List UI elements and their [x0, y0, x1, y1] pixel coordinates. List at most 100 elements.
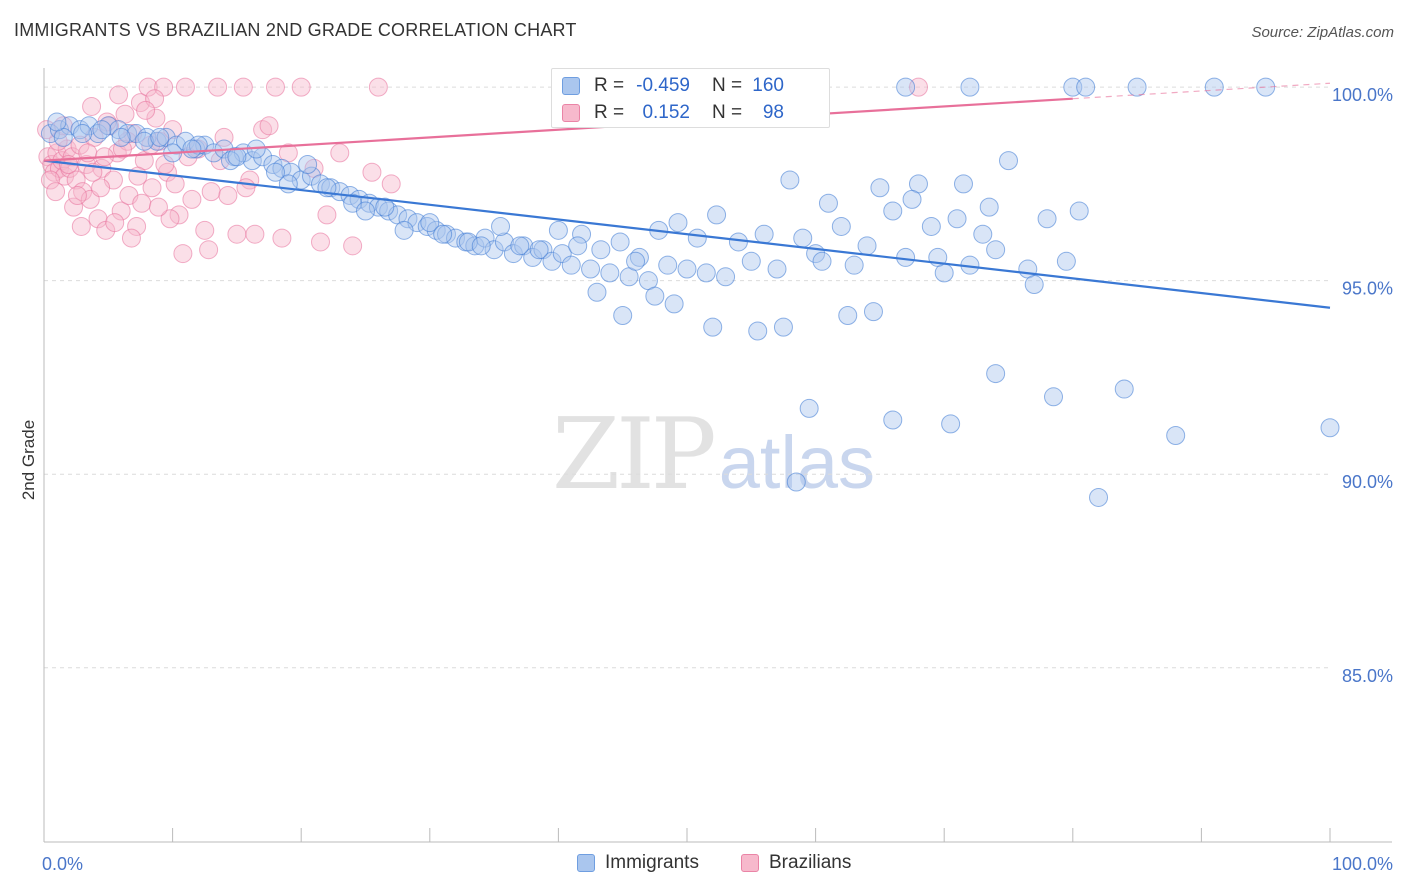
data-point	[71, 216, 91, 236]
data-point	[767, 259, 787, 279]
data-point	[259, 116, 279, 136]
data-point	[780, 170, 800, 190]
data-point	[1056, 251, 1076, 271]
data-point	[748, 321, 768, 341]
y-tick-label: 100.0%	[1332, 85, 1393, 105]
data-point	[870, 178, 890, 198]
data-point	[986, 364, 1006, 384]
data-point	[157, 162, 177, 182]
data-point	[265, 77, 285, 97]
data-point	[214, 127, 234, 147]
data-point	[175, 131, 195, 151]
data-point	[356, 201, 375, 221]
immigrants-legend-swatch	[577, 854, 595, 872]
data-point	[298, 155, 318, 175]
data-point	[310, 232, 330, 252]
data-point	[330, 143, 350, 163]
data-point	[132, 193, 152, 213]
data-point	[610, 232, 630, 252]
data-point	[182, 139, 202, 159]
immigrants-trend-line	[43, 159, 1331, 309]
data-point	[687, 228, 707, 248]
data-point	[883, 410, 903, 430]
data-point	[398, 209, 418, 229]
data-point	[134, 131, 154, 151]
data-point	[88, 124, 108, 144]
n-label: N =	[712, 102, 743, 123]
data-point	[136, 100, 156, 120]
data-point	[142, 178, 162, 198]
watermark-atlas: atlas	[718, 421, 876, 504]
data-point	[568, 236, 588, 256]
data-point	[838, 306, 858, 326]
data-point	[548, 220, 568, 240]
data-point	[199, 240, 219, 260]
data-point	[979, 197, 999, 217]
data-point	[1204, 77, 1224, 97]
y-axis-label: 2nd Grade	[19, 420, 38, 500]
data-point	[201, 182, 221, 202]
data-point	[175, 77, 195, 97]
data-point	[844, 255, 864, 275]
data-point	[1320, 418, 1340, 438]
data-point	[503, 244, 523, 264]
data-point	[433, 224, 453, 244]
data-point	[696, 263, 716, 283]
data-point	[658, 255, 678, 275]
data-point	[375, 197, 395, 217]
brazilians-legend-label: Brazilians	[769, 852, 852, 873]
y-tick-label: 85.0%	[1342, 666, 1393, 686]
data-point	[330, 182, 350, 202]
data-point	[953, 174, 973, 194]
data-point	[109, 120, 129, 140]
data-point	[105, 213, 125, 233]
legend-brazilians: Brazilians	[741, 852, 851, 874]
data-point	[1166, 426, 1186, 446]
data-point	[245, 224, 265, 244]
data-point	[581, 259, 601, 279]
data-point	[677, 259, 697, 279]
data-point	[317, 205, 337, 225]
data-point	[127, 216, 147, 236]
data-point	[613, 306, 633, 326]
data-point	[420, 213, 440, 233]
data-point	[173, 244, 193, 264]
data-point	[343, 236, 363, 256]
data-point	[1069, 201, 1089, 221]
gridlines	[44, 86, 1330, 669]
data-point	[645, 286, 665, 306]
data-point	[716, 267, 736, 287]
brazilians-n-value: 98	[762, 102, 784, 123]
data-point	[629, 247, 649, 267]
data-point	[394, 220, 414, 240]
data-point	[66, 170, 86, 190]
data-point	[82, 96, 102, 116]
data-point	[227, 224, 247, 244]
data-point	[291, 77, 311, 97]
data-point	[947, 209, 967, 229]
data-point	[600, 263, 620, 283]
data-point	[242, 151, 262, 171]
data-point	[182, 189, 202, 209]
r-label: R =	[594, 75, 625, 96]
y-tick-label: 90.0%	[1342, 472, 1393, 492]
data-point	[227, 147, 247, 167]
data-point	[818, 193, 838, 213]
brazilians-legend-swatch	[741, 854, 759, 872]
data-point	[64, 197, 84, 217]
watermark: ZIPatlas	[552, 398, 875, 512]
data-point	[381, 174, 401, 194]
data-point	[668, 213, 688, 233]
data-point	[138, 77, 158, 97]
brazilians-trend-line	[43, 97, 1073, 162]
data-point	[542, 251, 562, 271]
chart-title: IMMIGRANTS VS BRAZILIAN 2ND GRADE CORREL…	[14, 20, 577, 40]
x-tick-label: 100.0%	[1332, 854, 1393, 874]
data-point	[146, 108, 166, 128]
data-point	[281, 162, 301, 182]
data-point	[831, 216, 851, 236]
data-point	[471, 236, 491, 256]
data-point	[572, 224, 592, 244]
legend-immigrants: Immigrants	[577, 852, 699, 874]
